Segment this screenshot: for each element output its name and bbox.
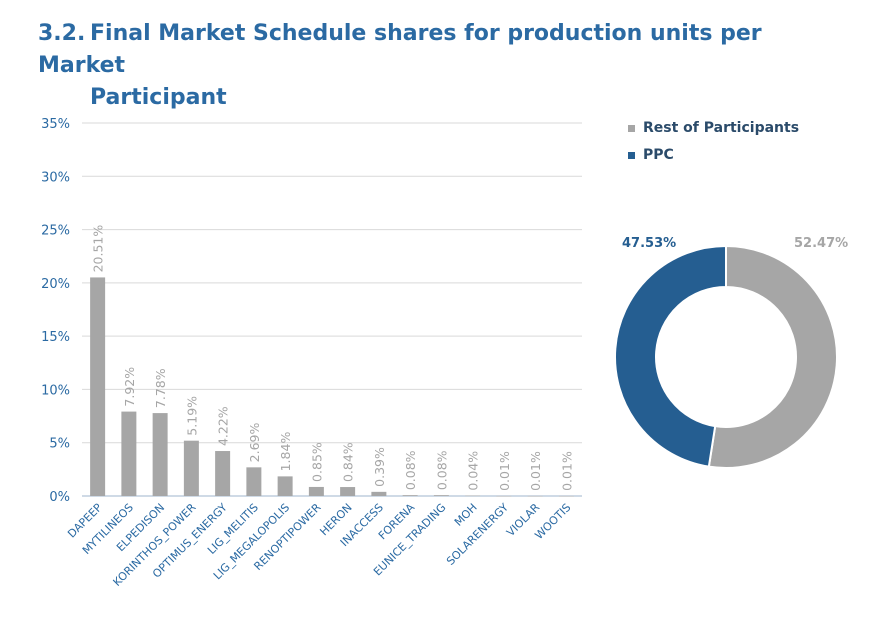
bar-data-label: 0.84%: [341, 442, 356, 482]
legend-swatch-ppc: [628, 151, 635, 159]
bar-chart: 0%5%10%15%20%25%30%35%20.51%DAPEEP7.92%M…: [41, 117, 582, 589]
donut-chart: 52.47% 47.53%: [613, 236, 848, 469]
bar: [183, 440, 199, 496]
y-tick-label: 10%: [41, 383, 70, 398]
x-tick-label: MOH: [452, 501, 480, 529]
bar-data-label: 7.78%: [153, 368, 168, 408]
legend-swatch-rest: [628, 124, 635, 132]
bar: [496, 495, 512, 497]
donut-data-label: 52.47%: [794, 236, 848, 251]
y-tick-label: 30%: [41, 170, 70, 185]
bar-data-label: 1.84%: [278, 432, 293, 472]
bar-data-label: 0.85%: [309, 442, 324, 482]
bar-data-label: 5.19%: [184, 396, 199, 436]
y-tick-label: 25%: [41, 224, 70, 239]
bar: [246, 467, 262, 496]
bar: [465, 495, 481, 497]
bar-data-label: 0.08%: [403, 450, 418, 490]
bar-data-label: 7.92%: [122, 367, 137, 407]
bar: [558, 495, 574, 497]
donut-slice: [707, 244, 838, 469]
bar: [215, 451, 231, 496]
bar-data-label: 0.08%: [434, 450, 449, 490]
y-tick-label: 5%: [49, 437, 70, 452]
bar: [152, 413, 168, 496]
bar: [277, 476, 293, 496]
bar-data-label: 4.22%: [216, 406, 231, 446]
bar: [433, 495, 449, 496]
donut-slice: [613, 244, 727, 468]
page-title: 3.2. Final Market Schedule shares for pro…: [38, 18, 838, 114]
legend-item-rest: Rest of Participants: [628, 116, 799, 140]
bar-data-label: 0.39%: [372, 447, 387, 487]
legend-label-rest: Rest of Participants: [643, 120, 800, 136]
bar: [121, 411, 137, 496]
bar-data-label: 0.01%: [559, 451, 574, 491]
bar-data-label: 0.01%: [528, 451, 543, 491]
bar-data-label: 0.01%: [497, 451, 512, 491]
legend-label-ppc: PPC: [643, 147, 674, 163]
bar: [527, 495, 543, 497]
section-number: 3.2.: [38, 21, 86, 46]
bar: [402, 495, 418, 496]
bar-data-label: 20.51%: [91, 225, 106, 273]
donut-data-label: 47.53%: [622, 236, 676, 251]
legend-item-ppc: PPC: [628, 143, 799, 167]
bar: [90, 277, 106, 496]
page-title-line2: Participant: [90, 85, 227, 110]
bar: [340, 487, 356, 496]
y-tick-label: 0%: [49, 490, 70, 505]
bar: [371, 491, 387, 496]
bar-data-label: 0.04%: [466, 451, 481, 491]
bar: [308, 486, 324, 496]
donut-legend: Rest of Participants PPC: [628, 116, 799, 170]
y-tick-label: 15%: [41, 330, 70, 345]
bar-data-label: 2.69%: [247, 423, 262, 463]
y-tick-label: 20%: [41, 277, 70, 292]
y-tick-label: 35%: [41, 117, 70, 132]
page-title-line1: Final Market Schedule shares for product…: [38, 21, 762, 78]
